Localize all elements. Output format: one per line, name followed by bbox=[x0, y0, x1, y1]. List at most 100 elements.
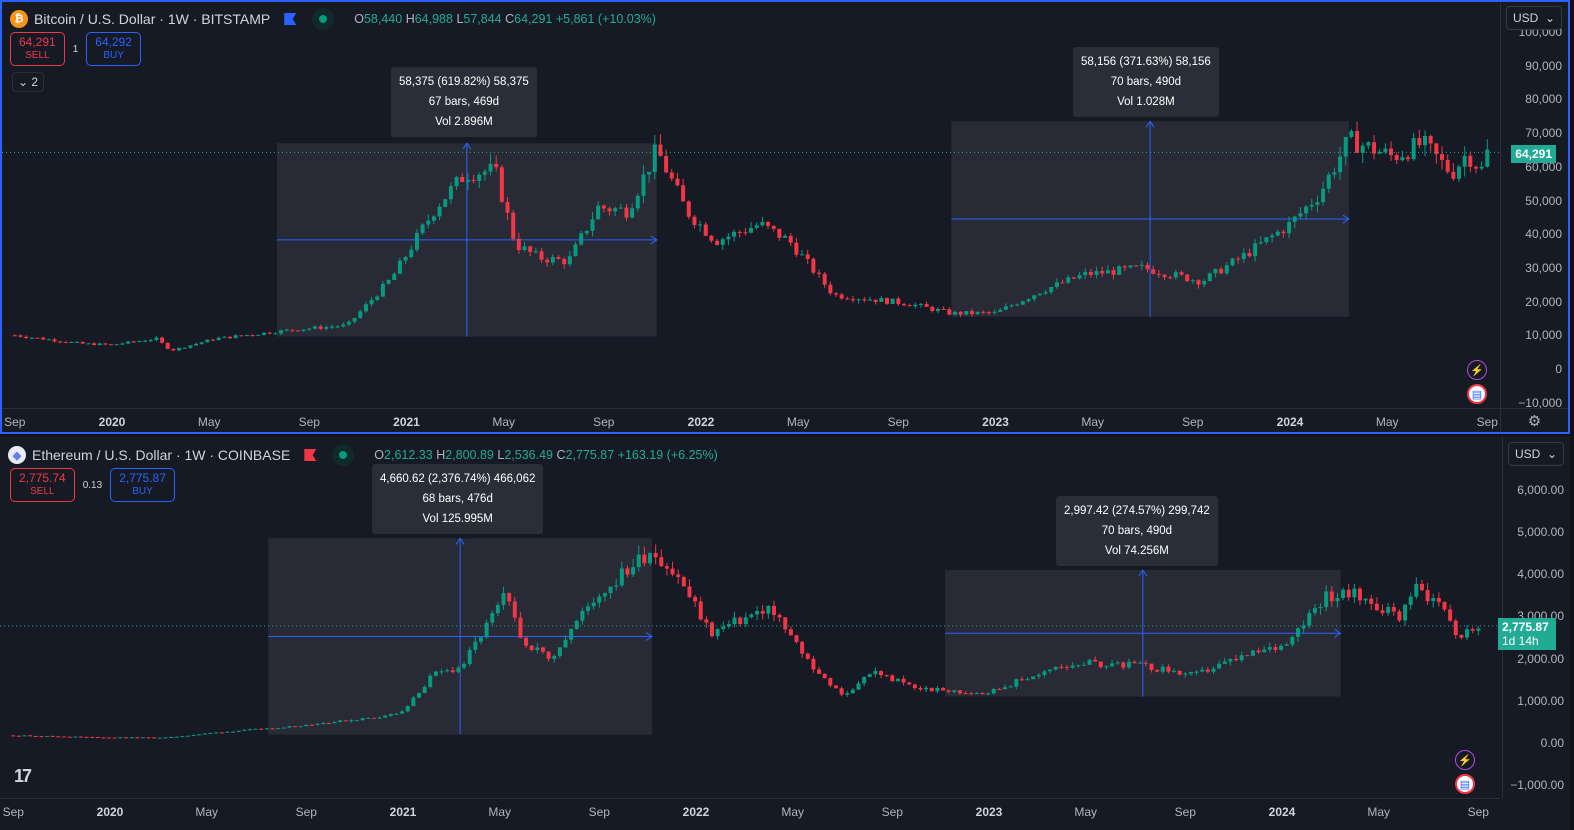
candle bbox=[242, 729, 247, 732]
candle-body bbox=[1372, 142, 1377, 154]
candle-body bbox=[1403, 604, 1408, 621]
price-axis[interactable]: 6,000.00 5,000.00 4,000.00 3,000.00 2,000.00… bbox=[1502, 436, 1570, 798]
us-flag-icon[interactable]: ▤ bbox=[1467, 384, 1487, 404]
candle bbox=[822, 271, 827, 289]
candle-body bbox=[137, 341, 142, 343]
candle bbox=[817, 269, 822, 278]
symbol-title[interactable]: Bitcoin / U.S. Dollar · 1W · BITSTAMP bbox=[34, 11, 271, 27]
candle-body bbox=[681, 576, 686, 587]
currency-select[interactable]: USD ⌄ bbox=[1506, 6, 1562, 30]
candle-body bbox=[833, 685, 838, 689]
candle-body bbox=[749, 614, 754, 618]
bitcoin-chart-pane[interactable]: ₿ Bitcoin / U.S. Dollar · 1W · BITSTAMP … bbox=[0, 0, 1570, 434]
candle-body bbox=[1304, 206, 1309, 214]
candle-body bbox=[1179, 272, 1184, 275]
candle-body bbox=[267, 332, 272, 334]
currency-select[interactable]: USD ⌄ bbox=[1508, 442, 1564, 466]
candle-body bbox=[495, 604, 500, 614]
tradingview-logo[interactable]: 17 bbox=[14, 766, 32, 786]
buy-button[interactable]: 64,292 BUY bbox=[86, 32, 141, 66]
candle bbox=[524, 636, 529, 649]
candle bbox=[1060, 279, 1065, 284]
candle bbox=[84, 736, 89, 738]
candle bbox=[947, 307, 952, 316]
candle bbox=[324, 325, 329, 331]
time-axis[interactable]: Sep 2020 May Sep 2021 May Sep 2022 May Sep 2023 May… bbox=[0, 798, 1500, 824]
candle-body bbox=[233, 335, 238, 339]
candle-body bbox=[343, 720, 348, 722]
candle bbox=[856, 298, 861, 304]
candle-body bbox=[586, 606, 591, 611]
candle-body bbox=[569, 628, 574, 640]
candle bbox=[1304, 205, 1309, 220]
candle bbox=[1462, 146, 1467, 177]
candle bbox=[1104, 665, 1109, 670]
candle bbox=[63, 341, 68, 344]
candle bbox=[930, 305, 935, 313]
lightning-icon[interactable]: ⚡ bbox=[1467, 360, 1487, 380]
candle bbox=[912, 683, 917, 691]
candle-body bbox=[766, 221, 771, 226]
sell-button[interactable]: 64,291 SELL bbox=[10, 32, 65, 66]
candle bbox=[78, 736, 83, 738]
candle-body bbox=[783, 235, 788, 238]
time-axis[interactable]: Sep 2020 May Sep 2021 May Sep 2022 May Sep 2023 May… bbox=[2, 408, 1502, 432]
indicators-toggle[interactable]: ⌄ 2 bbox=[12, 72, 45, 92]
candle bbox=[239, 335, 244, 337]
candle-body bbox=[997, 689, 1002, 691]
buy-button[interactable]: 2,775.87 BUY bbox=[110, 468, 175, 502]
candle-body bbox=[120, 343, 125, 345]
candle bbox=[287, 725, 292, 728]
us-flag-icon[interactable]: ▤ bbox=[1455, 774, 1475, 794]
candle bbox=[771, 600, 776, 621]
spread-value: 1 bbox=[72, 43, 79, 55]
bitcoin-candle-plot[interactable] bbox=[2, 2, 1502, 408]
price-tick: 60,000 bbox=[1525, 159, 1562, 174]
candle-body bbox=[507, 593, 512, 602]
candle-body bbox=[1168, 277, 1173, 279]
market-open-status-icon[interactable] bbox=[332, 444, 355, 466]
price-axis[interactable]: 100,000 90,000 80,000 70,000 60,000 50,000 40,… bbox=[1500, 2, 1568, 410]
candle-body bbox=[1236, 258, 1241, 260]
candle-body bbox=[1428, 135, 1433, 144]
symbol-title[interactable]: Ethereum / U.S. Dollar · 1W · COINBASE bbox=[32, 447, 291, 463]
candle-body bbox=[1262, 649, 1267, 653]
candle bbox=[499, 165, 504, 204]
candle bbox=[659, 549, 664, 568]
candle-body bbox=[1434, 143, 1439, 155]
candle bbox=[1397, 609, 1402, 623]
market-open-status-icon[interactable] bbox=[312, 8, 335, 30]
candle-body bbox=[259, 728, 264, 730]
candle bbox=[363, 301, 368, 313]
lightning-icon[interactable]: ⚡ bbox=[1455, 750, 1475, 770]
candle bbox=[557, 647, 562, 659]
flag-icon[interactable] bbox=[304, 449, 317, 461]
candle-body bbox=[946, 690, 951, 692]
flag-icon[interactable] bbox=[284, 13, 297, 25]
candle-body bbox=[1081, 664, 1086, 666]
settings-icon[interactable]: ⚙ bbox=[1500, 408, 1568, 432]
candle-body bbox=[420, 224, 425, 233]
candle-body bbox=[1138, 662, 1143, 664]
sell-button[interactable]: 2,775.74 SELL bbox=[10, 468, 75, 502]
ethereum-candle-plot[interactable] bbox=[0, 436, 1500, 798]
candle bbox=[383, 714, 388, 718]
candle bbox=[952, 310, 957, 316]
ethereum-chart-pane[interactable]: ◆ Ethereum / U.S. Dollar · 1W · COINBASE… bbox=[0, 436, 1570, 830]
candle-body bbox=[867, 674, 872, 677]
candle bbox=[992, 309, 997, 315]
candle-body bbox=[1335, 598, 1340, 602]
candle-body bbox=[522, 246, 527, 251]
candle bbox=[1273, 643, 1278, 653]
candle bbox=[1217, 660, 1222, 669]
candle bbox=[1479, 161, 1484, 171]
trade-buttons: 2,775.74 SELL 0.13 2,775.87 BUY bbox=[10, 468, 175, 502]
candle-body bbox=[1111, 270, 1116, 275]
candle bbox=[873, 667, 878, 678]
candle bbox=[1071, 277, 1076, 280]
candle-body bbox=[129, 737, 134, 739]
candle bbox=[862, 676, 867, 687]
candle bbox=[1155, 669, 1160, 673]
candle-body bbox=[250, 335, 255, 337]
candle bbox=[986, 311, 991, 316]
